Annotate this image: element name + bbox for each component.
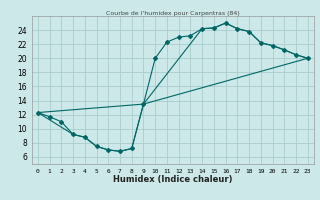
Title: Courbe de l'humidex pour Carpentras (84): Courbe de l'humidex pour Carpentras (84) <box>106 11 240 16</box>
X-axis label: Humidex (Indice chaleur): Humidex (Indice chaleur) <box>113 175 233 184</box>
